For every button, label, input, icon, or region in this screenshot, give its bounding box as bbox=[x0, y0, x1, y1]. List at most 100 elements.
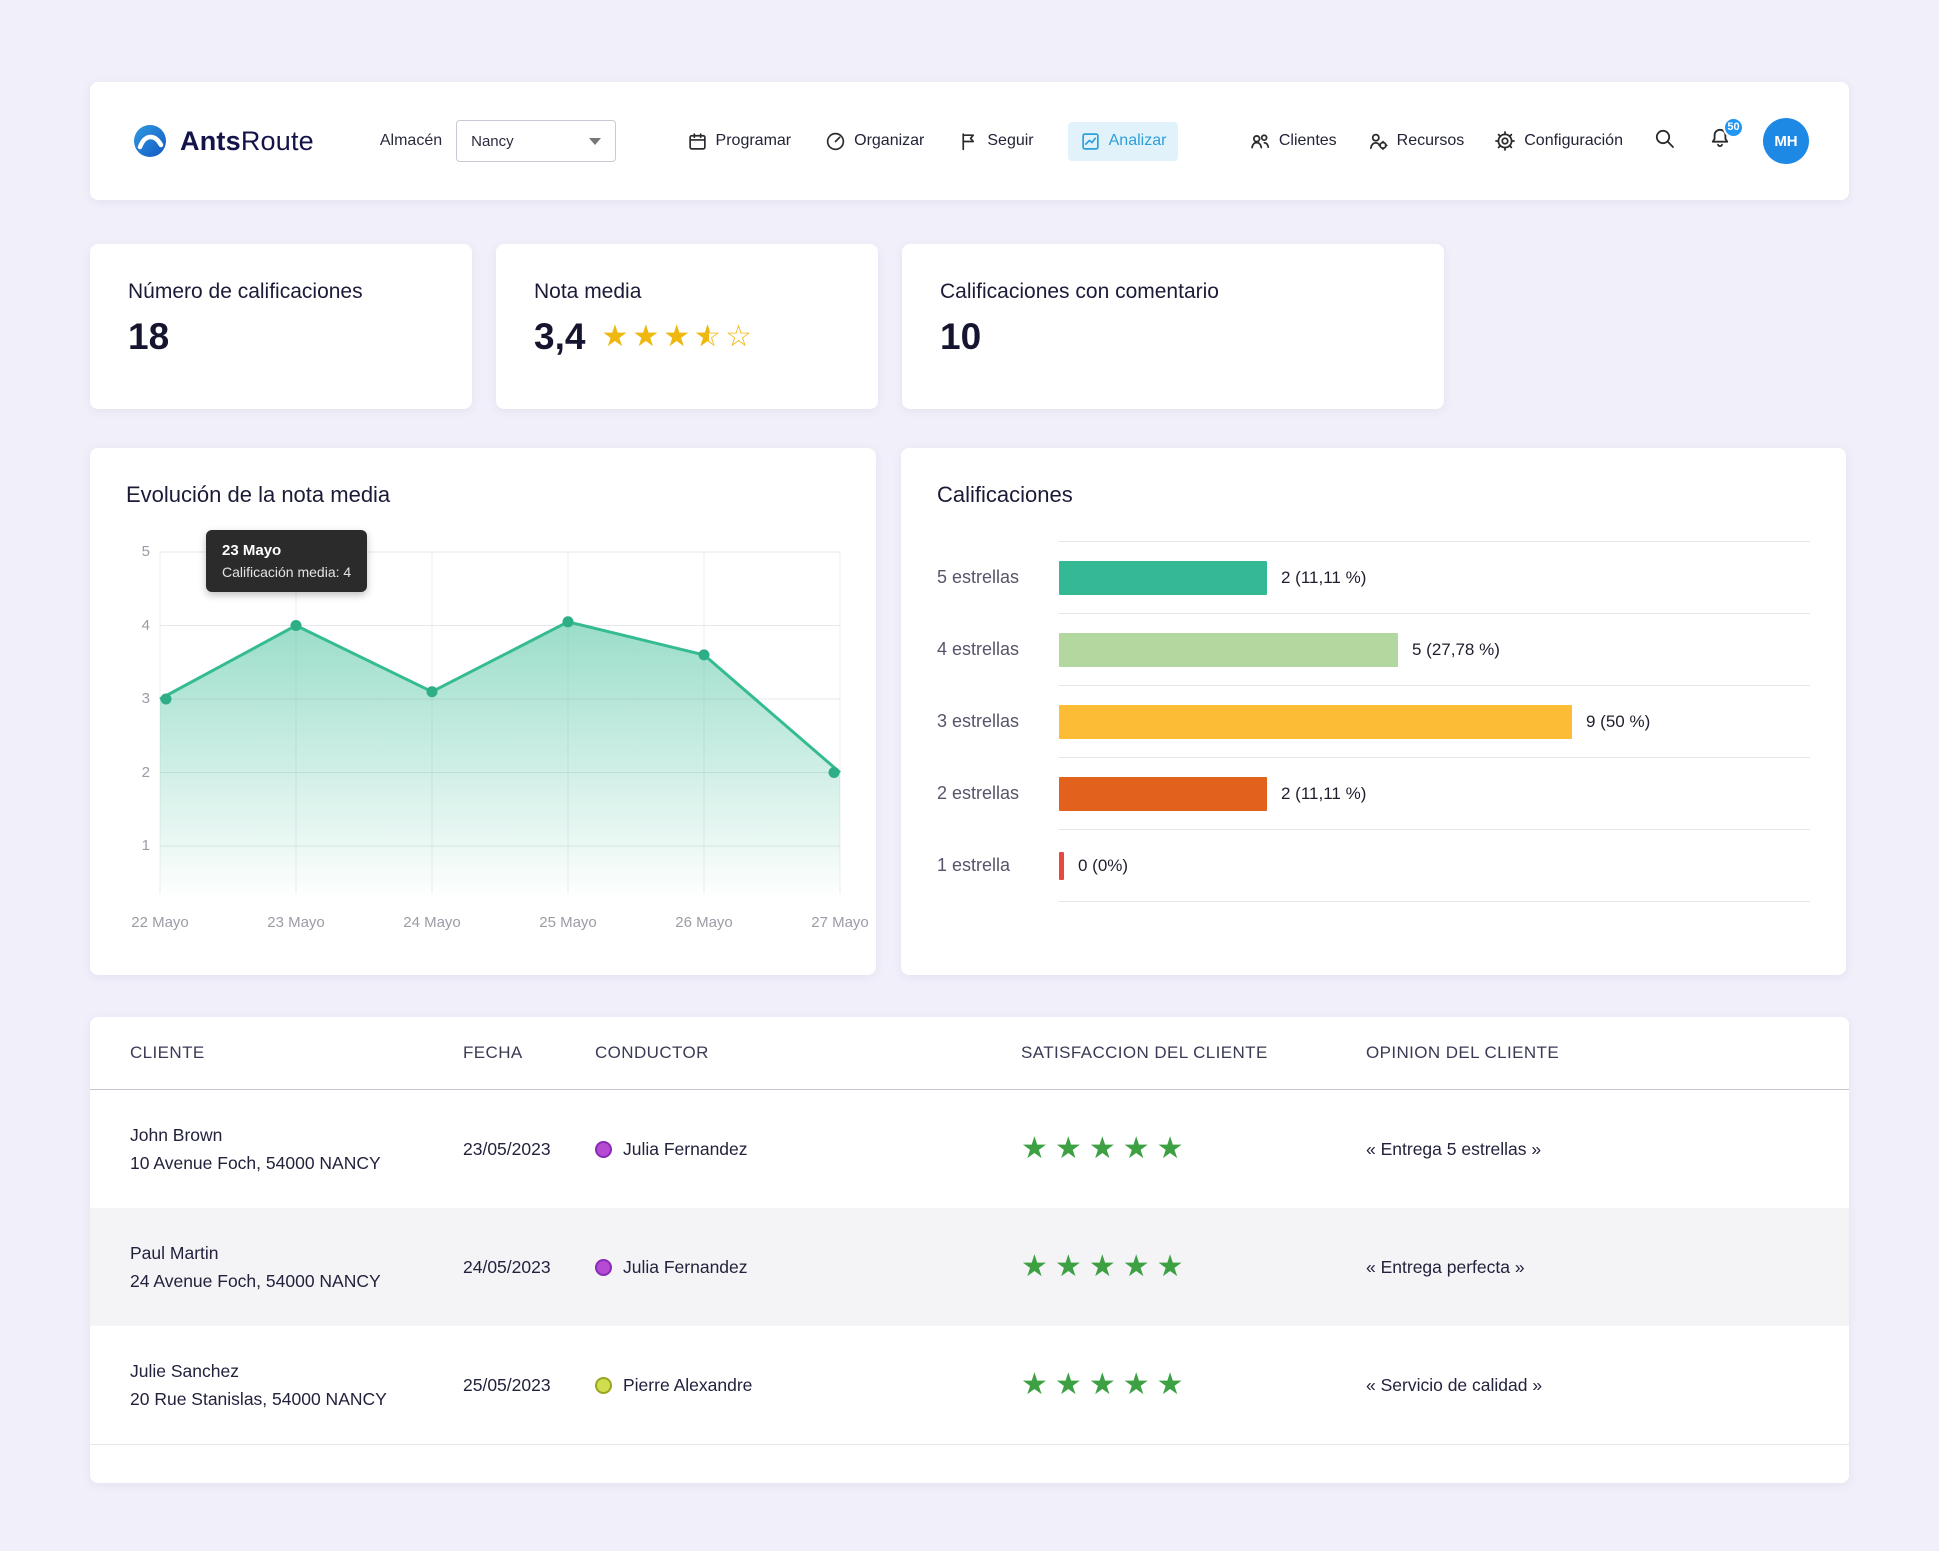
opinion-cell: « Entrega perfecta » bbox=[1366, 1257, 1809, 1278]
star-icon: ☆★ bbox=[694, 322, 721, 352]
star-icon: ★ bbox=[1123, 1134, 1150, 1164]
driver-name: Julia Fernandez bbox=[623, 1139, 748, 1160]
column-header: FECHA bbox=[463, 1043, 595, 1063]
rating-evolution-line-chart[interactable] bbox=[160, 542, 840, 902]
user-avatar[interactable]: MH bbox=[1763, 118, 1809, 164]
star-icon: ★ bbox=[1157, 1370, 1184, 1400]
antsroute-logo[interactable]: AntsRoute bbox=[130, 121, 314, 161]
x-tick-label: 23 Mayo bbox=[267, 914, 325, 931]
satisfaction-stars: ★★★★★ bbox=[1021, 1132, 1366, 1166]
x-tick-label: 27 Mayo bbox=[811, 914, 869, 931]
nav-item-programar[interactable]: Programar bbox=[687, 131, 792, 152]
star-icon: ★ bbox=[663, 322, 690, 352]
client-address: 10 Avenue Foch, 54000 NANCY bbox=[130, 1153, 463, 1174]
main-nav: Programar Organizar Seguir bbox=[687, 122, 1179, 161]
y-tick-label: 1 bbox=[142, 836, 150, 856]
data-point[interactable] bbox=[699, 649, 710, 660]
x-tick-label: 26 Mayo bbox=[675, 914, 733, 931]
antsroute-logo-icon bbox=[130, 121, 170, 161]
star-icon: ★ bbox=[1157, 1252, 1184, 1282]
chart-title: Evolución de la nota media bbox=[126, 482, 840, 508]
client-cell: John Brown 10 Avenue Foch, 54000 NANCY bbox=[130, 1125, 463, 1174]
column-header: OPINION DEL CLIENTE bbox=[1366, 1043, 1809, 1063]
gauge-icon bbox=[825, 131, 846, 152]
rating-bar-value: 0 (0%) bbox=[1078, 856, 1128, 876]
nav-item-clientes[interactable]: Clientes bbox=[1249, 130, 1337, 152]
stat-value: 18 bbox=[128, 316, 434, 358]
data-point[interactable] bbox=[563, 616, 574, 627]
stats-row: Número de calificaciones 18 Nota media 3… bbox=[90, 244, 1849, 409]
chart-title: Calificaciones bbox=[937, 482, 1810, 508]
nav-item-configuracion[interactable]: Configuración bbox=[1494, 130, 1623, 152]
x-tick-label: 24 Mayo bbox=[403, 914, 461, 931]
nav-item-recursos[interactable]: Recursos bbox=[1367, 130, 1465, 152]
star-icon: ★ bbox=[1055, 1370, 1082, 1400]
clients-icon bbox=[1249, 130, 1271, 152]
client-address: 20 Rue Stanislas, 54000 NANCY bbox=[130, 1389, 463, 1410]
x-axis-labels: 22 Mayo23 Mayo24 Mayo25 Mayo26 Mayo27 Ma… bbox=[160, 914, 840, 936]
nav-item-seguir[interactable]: Seguir bbox=[958, 131, 1033, 152]
rating-bar-value: 2 (11,11 %) bbox=[1281, 784, 1366, 804]
warehouse-select[interactable]: Nancy bbox=[456, 120, 616, 162]
rating-bar bbox=[1059, 561, 1267, 595]
reviews-table: CLIENTEFECHACONDUCTORSATISFACCION DEL CL… bbox=[90, 1017, 1849, 1483]
nav-item-analizar[interactable]: Analizar bbox=[1068, 122, 1179, 161]
star-icon: ☆ bbox=[725, 322, 752, 352]
driver-cell: Julia Fernandez bbox=[595, 1139, 1021, 1160]
rating-bar-track: 2 (11,11 %) bbox=[1059, 757, 1810, 829]
stat-card-average-rating: Nota media 3,4 ★★★☆★☆ bbox=[496, 244, 878, 409]
client-name: John Brown bbox=[130, 1125, 463, 1146]
data-point[interactable] bbox=[829, 767, 840, 778]
data-point[interactable] bbox=[291, 620, 302, 631]
table-row: Paul Martin 24 Avenue Foch, 54000 NANCY24… bbox=[90, 1208, 1849, 1326]
rating-bar-label: 3 estrellas bbox=[937, 685, 1059, 757]
star-icon: ★ bbox=[1089, 1252, 1116, 1282]
data-point[interactable] bbox=[427, 686, 438, 697]
rating-bar-label: 1 estrella bbox=[937, 829, 1059, 901]
analyze-chart-icon bbox=[1080, 131, 1101, 152]
column-header: CONDUCTOR bbox=[595, 1043, 1021, 1063]
table-header-row: CLIENTEFECHACONDUCTORSATISFACCION DEL CL… bbox=[90, 1017, 1849, 1090]
client-name: Julie Sanchez bbox=[130, 1361, 463, 1382]
satisfaction-stars: ★★★★★ bbox=[1021, 1250, 1366, 1284]
opinion-cell: « Servicio de calidad » bbox=[1366, 1375, 1809, 1396]
stat-value: 3,4 bbox=[534, 316, 585, 358]
y-axis-labels: 12345 bbox=[124, 542, 150, 902]
nav-label: Configuración bbox=[1524, 132, 1623, 150]
rating-bar-track: 2 (11,11 %) bbox=[1059, 541, 1810, 613]
stat-title: Calificaciones con comentario bbox=[940, 280, 1406, 304]
notifications-button[interactable]: 50 bbox=[1707, 126, 1733, 157]
star-icon: ★ bbox=[1021, 1134, 1048, 1164]
rating-bar-track: 9 (50 %) bbox=[1059, 685, 1810, 757]
driver-color-dot bbox=[595, 1259, 612, 1276]
satisfaction-stars: ★★★★★ bbox=[1021, 1368, 1366, 1402]
search-button[interactable] bbox=[1653, 127, 1677, 156]
driver-name: Pierre Alexandre bbox=[623, 1375, 752, 1396]
star-icon: ★ bbox=[1055, 1134, 1082, 1164]
nav-label: Seguir bbox=[987, 132, 1033, 150]
average-rating-evolution-card: Evolución de la nota media 12345 22 Mayo… bbox=[90, 448, 876, 975]
driver-color-dot bbox=[595, 1377, 612, 1394]
bar-chart-baseline bbox=[1059, 901, 1810, 902]
star-icon: ★ bbox=[1123, 1370, 1150, 1400]
nav-label: Programar bbox=[716, 132, 792, 150]
rating-bar bbox=[1059, 777, 1267, 811]
rating-bar-row: 2 estrellas2 (11,11 %) bbox=[937, 757, 1810, 829]
client-name: Paul Martin bbox=[130, 1243, 463, 1264]
date-cell: 24/05/2023 bbox=[463, 1257, 595, 1278]
star-icon: ★ bbox=[1021, 1370, 1048, 1400]
table-footer bbox=[90, 1444, 1849, 1483]
nav-item-organizar[interactable]: Organizar bbox=[825, 131, 924, 152]
data-point[interactable] bbox=[161, 694, 172, 705]
client-cell: Paul Martin 24 Avenue Foch, 54000 NANCY bbox=[130, 1243, 463, 1292]
opinion-cell: « Entrega 5 estrellas » bbox=[1366, 1139, 1809, 1160]
table-row: John Brown10 Avenue Foch, 54000 NANCY23/… bbox=[90, 1090, 1849, 1208]
table-row: Julie Sanchez 20 Rue Stanislas, 54000 NAN… bbox=[90, 1326, 1849, 1444]
rating-bar-row: 1 estrella 0 (0%) bbox=[937, 829, 1810, 901]
rating-bar-row: 3 estrellas9 (50 %) bbox=[937, 685, 1810, 757]
driver-color-dot bbox=[595, 1141, 612, 1158]
driver-cell: Pierre Alexandre bbox=[595, 1375, 1021, 1396]
rating-bar-track: 5 (27,78 %) bbox=[1059, 613, 1810, 685]
nav-label: Organizar bbox=[854, 132, 924, 150]
client-address: 24 Avenue Foch, 54000 NANCY bbox=[130, 1271, 463, 1292]
